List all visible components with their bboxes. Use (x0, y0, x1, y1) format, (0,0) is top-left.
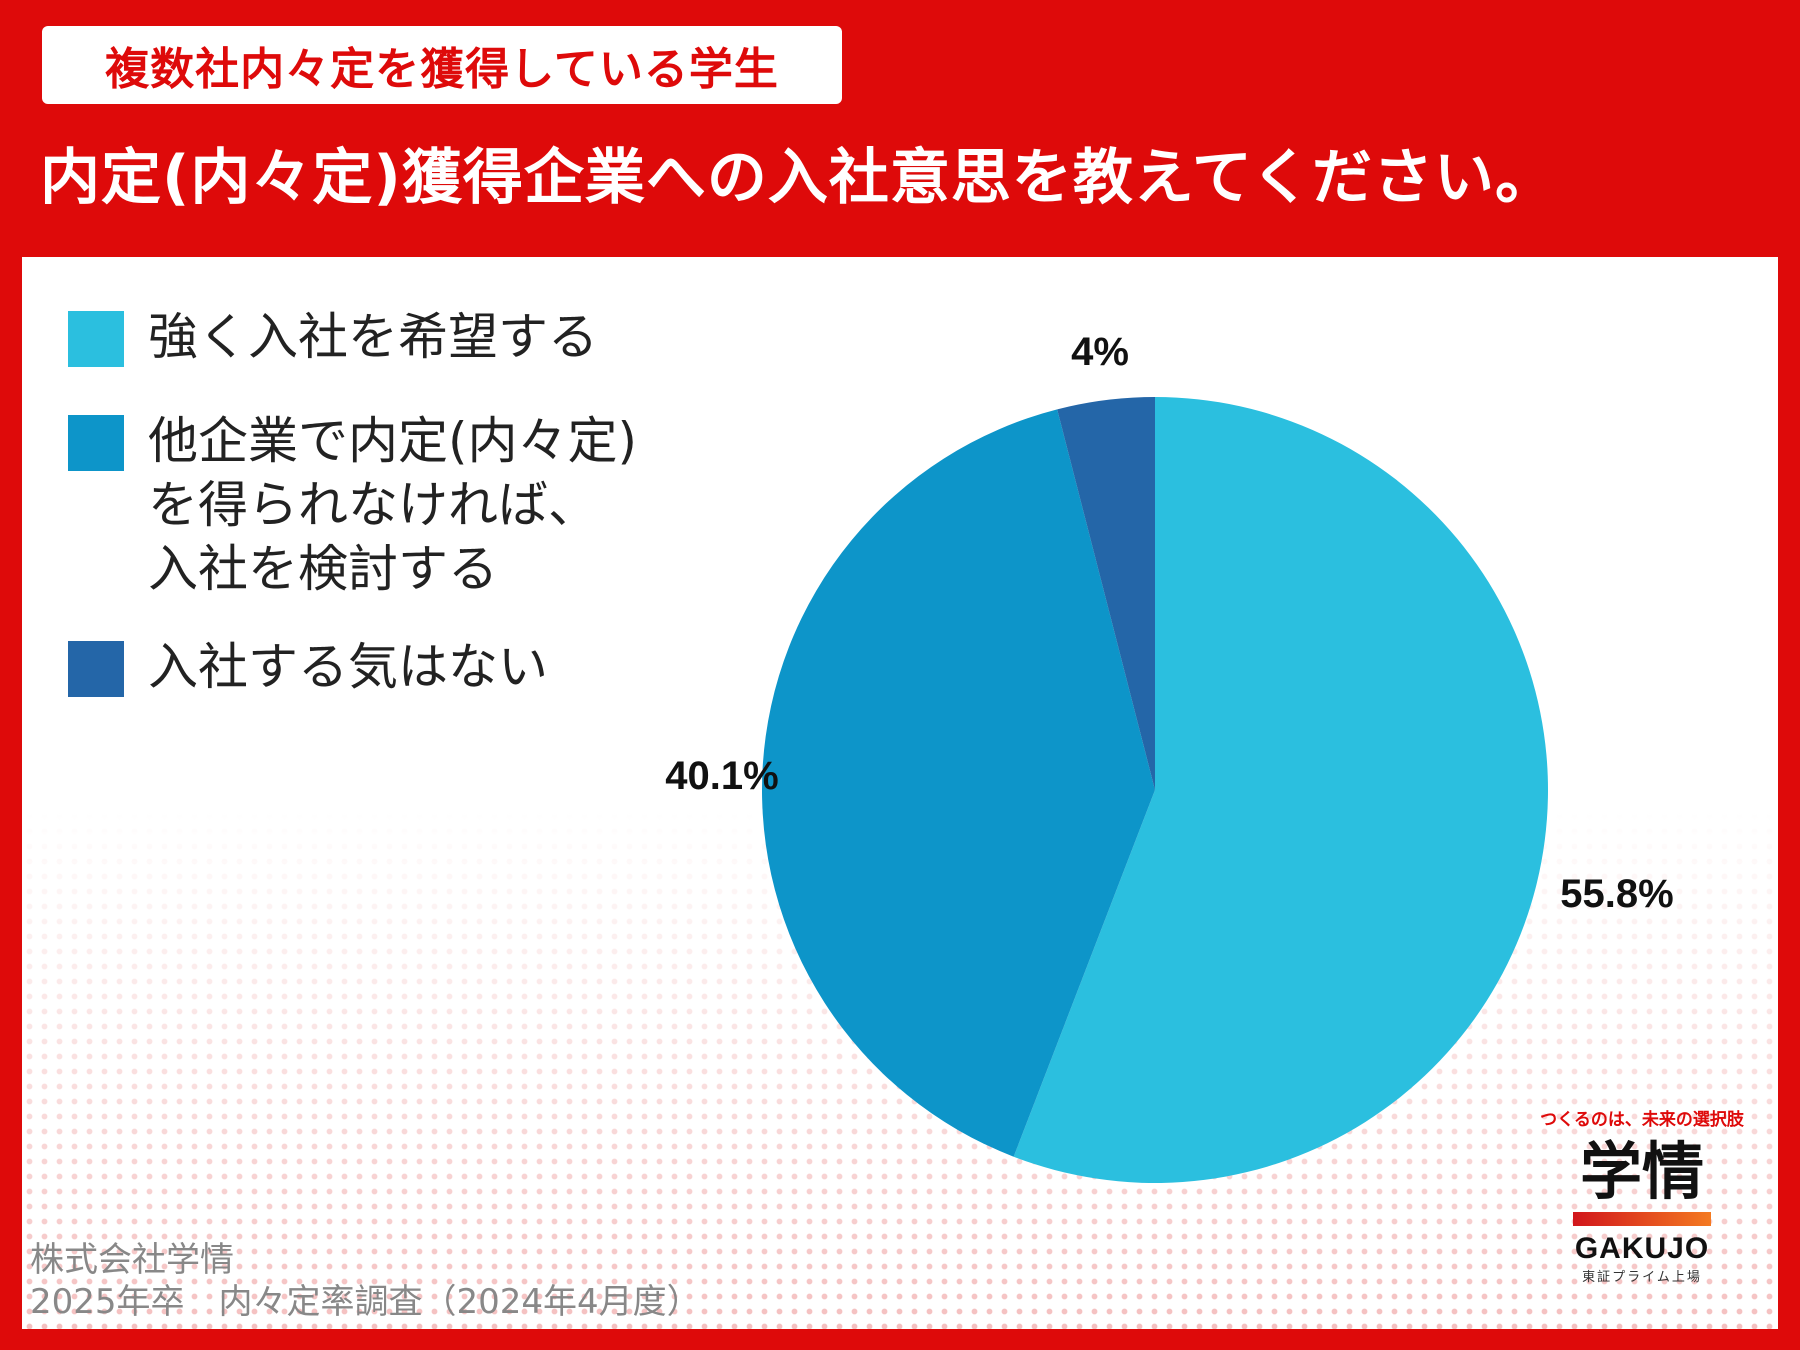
legend-swatch-consider (68, 415, 124, 471)
legend-swatch-no-intention (68, 641, 124, 697)
chart-panel: 強く入社を希望する 他企業で内定(内々定) を得られなければ、 入社を検討する … (22, 257, 1778, 1329)
legend-label-no-intention: 入社する気はない (148, 638, 548, 696)
pie-label-no-intention: 4% (1071, 330, 1129, 374)
page-title: 内定(内々定)獲得企業への入社意思を教えてください。 (40, 143, 1557, 213)
legend-swatch-strongly-want (68, 311, 124, 367)
source-note: 株式会社学情 2025年卒 内々定率調査（2024年4月度） (30, 1239, 701, 1323)
legend-label-consider: 他企業で内定(内々定) を得られなければ、 入社を検討する (148, 412, 638, 598)
legend-item-strongly-want: 強く入社を希望する (68, 305, 708, 369)
badge-text: 複数社内々定を獲得している学生 (105, 44, 779, 95)
pie-slice-no-intention (1057, 397, 1155, 790)
pie-label-strongly-want: 55.8% (1560, 872, 1673, 916)
gakujo-logo: つくるのは、未来の選択肢 学情 GAKUJO 東証プライム上場 (1522, 1105, 1762, 1285)
pie-label-consider: 40.1% (665, 754, 778, 798)
logo-name: GAKUJO (1574, 1232, 1710, 1265)
logo-tagline: つくるのは、未来の選択肢 (1540, 1110, 1744, 1130)
category-badge: 複数社内々定を獲得している学生 (42, 26, 842, 104)
source-company: 株式会社学情 (30, 1240, 234, 1280)
pie-slice-strongly-want (1013, 397, 1548, 1183)
logo-gradient-bar (1573, 1212, 1711, 1226)
logo-mark: 学情 (1579, 1135, 1704, 1208)
legend-label-strongly-want: 強く入社を希望する (148, 308, 598, 366)
legend-item-consider: 他企業で内定(内々定) を得られなければ、 入社を検討する (68, 409, 708, 601)
pie-slice-consider (762, 409, 1155, 1157)
logo-subtitle: 東証プライム上場 (1582, 1270, 1702, 1285)
source-survey: 2025年卒 内々定率調査（2024年4月度） (30, 1282, 701, 1322)
pie-chart: 55.8% 40.1% 4% (665, 330, 1674, 1183)
legend-item-no-intention: 入社する気はない (68, 635, 708, 699)
